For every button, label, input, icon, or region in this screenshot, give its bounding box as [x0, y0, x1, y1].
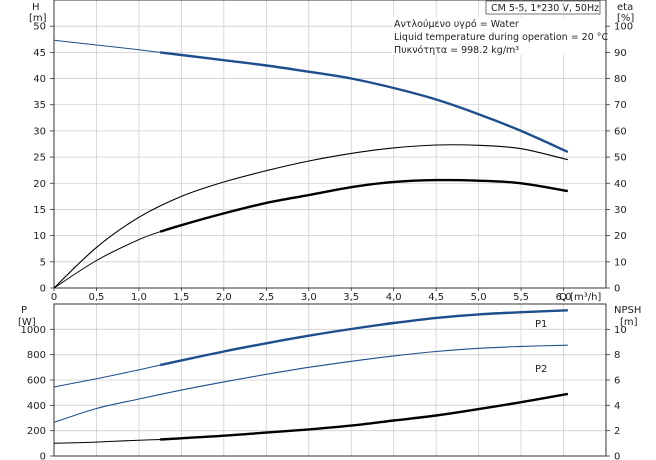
- curve-top-0: [53, 39, 569, 153]
- bottom-curves: [53, 309, 569, 444]
- chart-title: CM 5-5, 1*230 V, 50Hz: [491, 3, 599, 14]
- x-tick-label: 1,5: [173, 292, 189, 303]
- curve-bottom-1: [53, 344, 568, 423]
- y-tick-label: 0: [40, 452, 46, 460]
- y-tick-label: 4: [614, 401, 620, 412]
- x-tick-label: 2,0: [216, 292, 232, 303]
- x-tick-label: 4,5: [428, 292, 444, 303]
- x-tick-label: 5,5: [513, 292, 529, 303]
- curve-top-2-duty-range: [159, 178, 568, 233]
- top-curves: [53, 39, 569, 289]
- y-tick-label: 35: [33, 100, 46, 111]
- x-tick-label: 5,0: [471, 292, 487, 303]
- y-tick-label: 200: [27, 426, 46, 437]
- bottom-left-axis-unit-name: P: [21, 305, 27, 316]
- y-tick-label: 8: [614, 350, 620, 361]
- info-background: [392, 17, 604, 55]
- y-tick-label: 20: [33, 179, 46, 190]
- x-tick-label: 3,0: [301, 292, 317, 303]
- y-tick-label: 20: [614, 231, 627, 242]
- y-tick-label: 400: [27, 401, 46, 412]
- y-tick-label: 10: [33, 231, 46, 242]
- info-line-liquid: Αντλούμενο υγρό = Water: [394, 19, 519, 30]
- y-tick-label: 45: [33, 48, 46, 59]
- y-tick-label: 10: [614, 257, 627, 268]
- y-tick-label: 0: [614, 452, 620, 460]
- y-tick-label: 50: [33, 22, 46, 33]
- series-label-p1: P1: [535, 319, 547, 330]
- curve-top-1: [53, 144, 568, 289]
- bottom-left-tick-labels: 0 200 400 600 800 1000: [21, 325, 54, 460]
- top-left-axis-unit: [m]: [29, 13, 47, 24]
- y-tick-label: 800: [27, 350, 46, 361]
- top-right-axis-unit-name: eta: [617, 2, 633, 13]
- y-tick-label: 70: [614, 100, 627, 111]
- y-tick-label: 60: [614, 126, 627, 137]
- x-tick-label: 2,5: [258, 292, 274, 303]
- curve-bottom-0: [53, 309, 568, 388]
- y-tick-label: 40: [614, 179, 627, 190]
- y-tick-label: 0: [40, 284, 46, 295]
- x-tick-label: 6,0: [556, 292, 572, 303]
- bottom-left-axis-unit: [W]: [18, 317, 36, 328]
- x-tick-label: 1,0: [131, 292, 147, 303]
- curve-bottom-2: [53, 393, 568, 444]
- bottom-right-tick-labels: 0 2 4 6 8 10: [606, 325, 627, 460]
- series-label-p2: P2: [535, 364, 547, 375]
- info-line-density: Πυκνότητα = 998.2 kg/m³: [394, 45, 519, 56]
- top-right-tick-labels: 0 10 20 30 40 50 60 70 80 90 100: [606, 22, 633, 295]
- info-line-temperature: Liquid temperature during operation = 20…: [394, 32, 609, 43]
- top-plot-frame: [53, 0, 607, 289]
- y-tick-label: 50: [614, 153, 627, 164]
- x-tick-labels: 0 0,5 1,0 1,5 2,0 2,5 3,0 3,5 4,0 4,5 5,0 5,5 6,0: [51, 288, 572, 303]
- top-right-axis-unit: [%]: [617, 13, 634, 24]
- x-tick-label: 4,0: [386, 292, 402, 303]
- y-tick-label: 100: [614, 22, 633, 33]
- curve-bottom-2-duty-range: [160, 392, 569, 441]
- y-tick-label: 2: [614, 426, 620, 437]
- y-tick-label: 30: [33, 126, 46, 137]
- y-tick-label: 15: [33, 205, 46, 216]
- y-tick-label: 600: [27, 376, 46, 387]
- y-tick-label: 10: [614, 325, 627, 336]
- y-tick-label: 80: [614, 74, 627, 85]
- bottom-right-axis-unit-name: NPSH: [614, 305, 641, 316]
- y-tick-label: 25: [33, 153, 46, 164]
- top-left-tick-labels: 0 5 10 15 20 25 30 35 40 45 50: [33, 22, 54, 295]
- x-tick-label: 3,5: [343, 292, 359, 303]
- y-tick-label: 5: [40, 257, 46, 268]
- curve-top-2: [53, 179, 568, 289]
- bottom-grid: [54, 304, 606, 456]
- bottom-right-axis-unit: [m]: [620, 317, 638, 328]
- x-tick-label: 0,5: [89, 292, 105, 303]
- x-tick-label: 0: [51, 292, 57, 303]
- y-tick-label: 1000: [21, 325, 46, 336]
- top-left-axis-unit-name: H: [32, 2, 40, 13]
- y-tick-label: 40: [33, 74, 46, 85]
- curve-bottom-0-duty-range: [159, 309, 568, 367]
- y-tick-label: 0: [614, 284, 620, 295]
- x-axis-label: Q [m³/h]: [559, 292, 601, 303]
- y-tick-label: 30: [614, 205, 627, 216]
- y-tick-label: 6: [614, 376, 620, 387]
- y-tick-label: 90: [614, 48, 627, 59]
- curve-top-0-duty-range: [160, 51, 569, 153]
- title-box: [485, 0, 601, 15]
